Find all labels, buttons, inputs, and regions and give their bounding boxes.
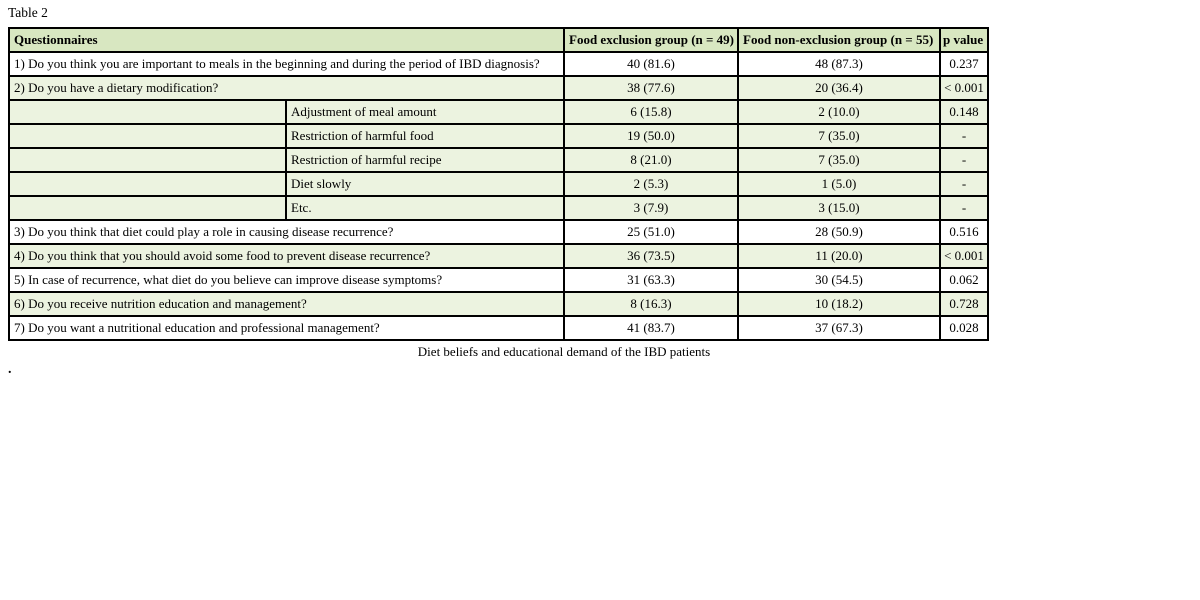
table-row: Diet slowly 2 (5.3) 1 (5.0) - xyxy=(8,171,989,197)
header-questionnaires: Questionnaires xyxy=(8,27,565,53)
exclusion-group-value-cell: 2 (5.3) xyxy=(563,171,739,197)
question-cell: 3) Do you think that diet could play a r… xyxy=(8,219,565,245)
question-cell: 5) In case of recurrence, what diet do y… xyxy=(8,267,565,293)
exclusion-group-value-cell: 6 (15.8) xyxy=(563,99,739,125)
table-row: 5) In case of recurrence, what diet do y… xyxy=(8,267,989,293)
table-row: 4) Do you think that you should avoid so… xyxy=(8,243,989,269)
p-value-cell: - xyxy=(939,171,989,197)
non-exclusion-group-value-cell: 28 (50.9) xyxy=(737,219,941,245)
exclusion-group-value-cell: 25 (51.0) xyxy=(563,219,739,245)
trailing-period: . xyxy=(8,362,12,377)
p-value-cell: 0.148 xyxy=(939,99,989,125)
non-exclusion-group-value-cell: 7 (35.0) xyxy=(737,147,941,173)
indent-spacer-cell xyxy=(8,99,287,125)
table-row: 2) Do you have a dietary modification? 3… xyxy=(8,75,989,101)
indent-spacer-cell xyxy=(8,195,287,221)
non-exclusion-group-value-cell: 7 (35.0) xyxy=(737,123,941,149)
caption-container: Diet beliefs and educational demand of t… xyxy=(8,343,1120,361)
p-value-cell: - xyxy=(939,195,989,221)
exclusion-group-value-cell: 8 (21.0) xyxy=(563,147,739,173)
exclusion-group-value-cell: 36 (73.5) xyxy=(563,243,739,269)
p-value-cell: 0.237 xyxy=(939,51,989,77)
p-value-cell: 0.062 xyxy=(939,267,989,293)
non-exclusion-group-value-cell: 1 (5.0) xyxy=(737,171,941,197)
sub-question-cell: Diet slowly xyxy=(285,171,565,197)
sub-question-cell: Adjustment of meal amount xyxy=(285,99,565,125)
p-value-cell: < 0.001 xyxy=(939,243,989,269)
table-row: Restriction of harmful recipe 8 (21.0) 7… xyxy=(8,147,989,173)
non-exclusion-group-value-cell: 11 (20.0) xyxy=(737,243,941,269)
sub-question-cell: Restriction of harmful recipe xyxy=(285,147,565,173)
exclusion-group-value-cell: 8 (16.3) xyxy=(563,291,739,317)
question-cell: 2) Do you have a dietary modification? xyxy=(8,75,565,101)
header-food-non-exclusion-group: Food non-exclusion group (n = 55) xyxy=(737,27,941,53)
non-exclusion-group-value-cell: 2 (10.0) xyxy=(737,99,941,125)
question-cell: 1) Do you think you are important to mea… xyxy=(8,51,565,77)
table-row: Etc. 3 (7.9) 3 (15.0) - xyxy=(8,195,989,221)
indent-spacer-cell xyxy=(8,123,287,149)
indent-spacer-cell xyxy=(8,171,287,197)
questionnaire-table: Questionnaires Food exclusion group (n =… xyxy=(8,27,989,341)
exclusion-group-value-cell: 19 (50.0) xyxy=(563,123,739,149)
table-row: 3) Do you think that diet could play a r… xyxy=(8,219,989,245)
question-cell: 6) Do you receive nutrition education an… xyxy=(8,291,565,317)
sub-question-cell: Etc. xyxy=(285,195,565,221)
exclusion-group-value-cell: 41 (83.7) xyxy=(563,315,739,341)
table-body: 1) Do you think you are important to mea… xyxy=(8,51,989,341)
question-cell: 7) Do you want a nutritional education a… xyxy=(8,315,565,341)
exclusion-group-value-cell: 40 (81.6) xyxy=(563,51,739,77)
p-value-cell: 0.516 xyxy=(939,219,989,245)
exclusion-group-value-cell: 3 (7.9) xyxy=(563,195,739,221)
p-value-cell: - xyxy=(939,123,989,149)
non-exclusion-group-value-cell: 10 (18.2) xyxy=(737,291,941,317)
question-cell: 4) Do you think that you should avoid so… xyxy=(8,243,565,269)
header-p-value: p value xyxy=(939,27,989,53)
exclusion-group-value-cell: 31 (63.3) xyxy=(563,267,739,293)
table-row: Restriction of harmful food 19 (50.0) 7 … xyxy=(8,123,989,149)
non-exclusion-group-value-cell: 3 (15.0) xyxy=(737,195,941,221)
table-row: Adjustment of meal amount 6 (15.8) 2 (10… xyxy=(8,99,989,125)
table-label: Table 2 xyxy=(8,5,48,20)
non-exclusion-group-value-cell: 30 (54.5) xyxy=(737,267,941,293)
sub-question-cell: Restriction of harmful food xyxy=(285,123,565,149)
table-row: 6) Do you receive nutrition education an… xyxy=(8,291,989,317)
non-exclusion-group-value-cell: 37 (67.3) xyxy=(737,315,941,341)
exclusion-group-value-cell: 38 (77.6) xyxy=(563,75,739,101)
non-exclusion-group-value-cell: 48 (87.3) xyxy=(737,51,941,77)
table-row: 7) Do you want a nutritional education a… xyxy=(8,315,989,341)
non-exclusion-group-value-cell: 20 (36.4) xyxy=(737,75,941,101)
header-food-exclusion-group: Food exclusion group (n = 49) xyxy=(563,27,739,53)
table-row: 1) Do you think you are important to mea… xyxy=(8,51,989,77)
page: Table 2 Questionnaires Food exclusion gr… xyxy=(8,5,1120,377)
p-value-cell: - xyxy=(939,147,989,173)
indent-spacer-cell xyxy=(8,147,287,173)
table-caption: Diet beliefs and educational demand of t… xyxy=(417,344,711,359)
p-value-cell: 0.028 xyxy=(939,315,989,341)
header-row: Questionnaires Food exclusion group (n =… xyxy=(8,27,989,53)
p-value-cell: 0.728 xyxy=(939,291,989,317)
p-value-cell: < 0.001 xyxy=(939,75,989,101)
